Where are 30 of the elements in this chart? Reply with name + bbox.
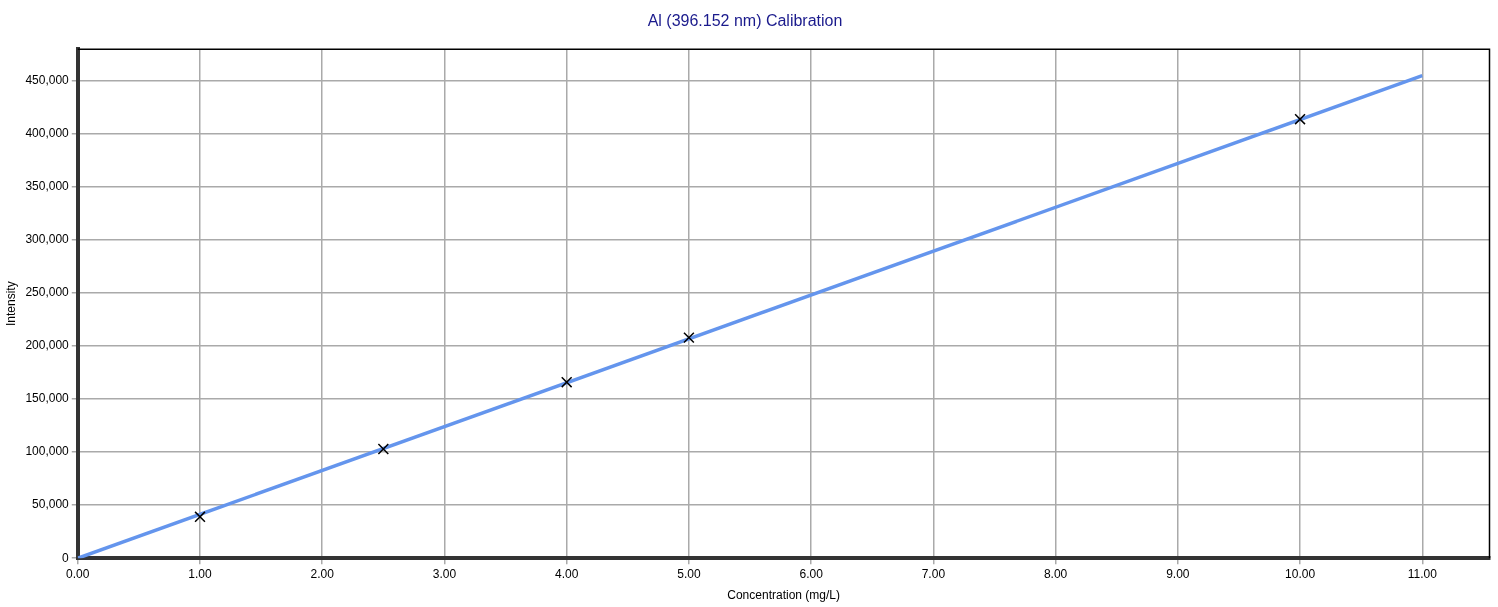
x-tick-label: 8.00 (1043, 566, 1068, 581)
point (377, 443, 390, 455)
x-tick-label: 1.00 (188, 566, 213, 581)
x-tick-label: 3.00 (432, 566, 457, 581)
x-tick-label: 7.00 (921, 566, 946, 581)
point (560, 376, 573, 388)
x-tick-label: 10.00 (1285, 566, 1316, 581)
x-tick-label: 5.00 (677, 566, 701, 581)
x-tick-label: 6.00 (799, 566, 824, 581)
chart-title: Al (396.152 nm) Calibration (647, 12, 843, 30)
point (1294, 113, 1306, 125)
y-axis-title: Intensity (3, 281, 18, 327)
y-tick-label: 150,000 (25, 391, 70, 406)
y-tick-label: 50,000 (32, 497, 70, 512)
y-tick-label: 100,000 (25, 444, 70, 459)
y-tick-label: 300,000 (25, 232, 70, 247)
y-tick-label: 450,000 (25, 73, 70, 88)
y-tick-label: 200,000 (25, 338, 70, 353)
x-tick-label: 9.00 (1166, 566, 1190, 581)
x-tick-label: 11.00 (1407, 566, 1438, 581)
point (683, 331, 695, 344)
x-tick-label: 0.00 (66, 566, 90, 581)
x-tick-label: 2.00 (310, 566, 335, 581)
y-tick-label: 350,000 (25, 179, 70, 194)
x-axis-title: Concentration (mg/L) (727, 588, 840, 603)
x-tick-label: 4.00 (555, 566, 579, 581)
y-tick-label: 400,000 (25, 126, 70, 141)
point (194, 511, 206, 523)
y-tick-label: 250,000 (25, 285, 70, 300)
y-tick-label: 0 (62, 550, 70, 565)
